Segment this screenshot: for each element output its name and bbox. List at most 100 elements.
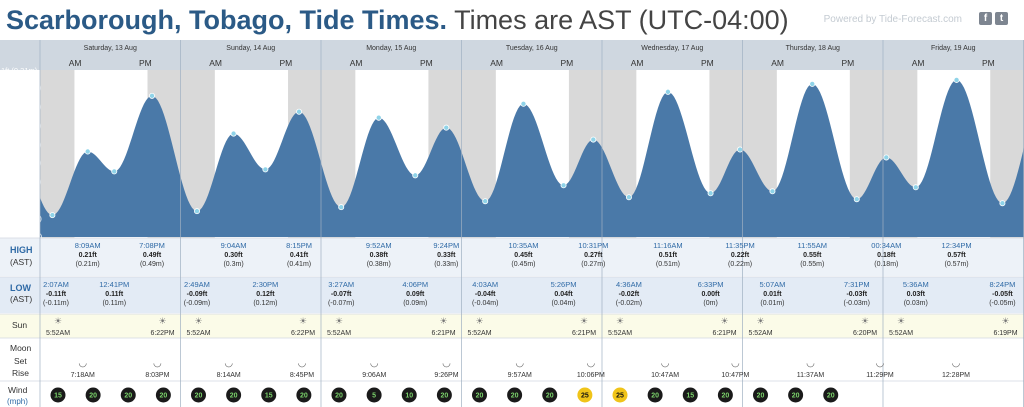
moon-row-label: Moon — [10, 343, 32, 353]
low-tide-point — [412, 172, 419, 179]
am-label: AM — [490, 58, 503, 68]
sunset-time: 6:22PM — [291, 330, 315, 337]
wind-speed: 20 — [721, 393, 729, 400]
high-tide-point — [230, 130, 237, 137]
high-tide-ft: 0.33ft — [437, 252, 456, 259]
wind-icon — [191, 387, 206, 403]
moonrise-time: 8:45PM — [290, 372, 314, 379]
sunrise-time: 5:52AM — [748, 330, 772, 337]
wind-speed: 20 — [159, 393, 167, 400]
low-tide-point — [912, 184, 919, 191]
low-tide-time: 7:31PM — [844, 280, 870, 289]
tide-chart: 1ft (0.31m) 22ft (0.68m) 82ft (0.55m) 42ft … — [0, 40, 1024, 407]
y-tick-label: 21ft (0.06m) — [1, 177, 42, 186]
moonrise-time: 11:29PM — [866, 372, 894, 379]
moonrise-icon: ◡ — [442, 358, 451, 369]
wind-unit-label: (mph) — [7, 397, 28, 406]
high-tide-point — [84, 148, 91, 155]
high-tide-point — [737, 146, 744, 153]
y-tick-label: 01ft (0.31m) — [1, 140, 42, 149]
moonset-time: 9:06AM — [362, 372, 386, 379]
high-tide-ft: 0.41ft — [290, 252, 309, 259]
high-tide-point — [149, 92, 156, 99]
high-tide-m: (0.3m) — [223, 261, 243, 268]
wind-speed: 25 — [581, 393, 589, 400]
low-tide-m: (0.03m) — [904, 300, 928, 307]
wind-speed: 20 — [300, 393, 308, 400]
twitter-icon[interactable]: t — [995, 12, 1008, 25]
wind-speed: 20 — [89, 393, 97, 400]
am-label: AM — [209, 58, 222, 68]
low-tide-m: (0.12m) — [253, 300, 277, 307]
high-tide-ft: 0.27ft — [584, 252, 603, 259]
low-tide-time: 5:07AM — [760, 280, 786, 289]
low-tide-m: (-0.02m) — [616, 300, 642, 307]
wind-speed: 25 — [616, 393, 624, 400]
sunset-time: 6:21PM — [431, 330, 455, 337]
wind-speed: 15 — [265, 393, 273, 400]
moon-set-label: Set — [14, 356, 27, 366]
moonrise-time: 10:06PM — [577, 372, 605, 379]
moonset-icon: ◡ — [78, 358, 87, 369]
low-tide-ft: -0.09ft — [187, 291, 208, 298]
page-title: Scarborough, Tobago, Tide Times. Times a… — [6, 3, 789, 37]
low-tide-ft: -0.04ft — [475, 291, 496, 298]
moonset-time: 9:57AM — [508, 372, 532, 379]
low-tide-m: (-0.11m) — [43, 300, 69, 307]
sunset-icon: ☀ — [580, 316, 588, 326]
low-tide-m: (-0.07m) — [328, 300, 354, 307]
sunset-icon: ☀ — [861, 316, 869, 326]
moonrise-icon: ◡ — [298, 358, 307, 369]
high-tide-point — [664, 88, 671, 95]
low-tide-ft: -0.05ft — [992, 291, 1013, 298]
wind-speed: 15 — [54, 393, 62, 400]
low-tide-ft: -0.02ft — [619, 291, 640, 298]
sunset-icon: ☀ — [1001, 316, 1009, 326]
title-timezone: Times are AST (UTC-04:00) — [454, 5, 789, 35]
wind-speed: 20 — [827, 393, 835, 400]
low-tide-time: 4:36AM — [616, 280, 642, 289]
wind-icon — [50, 387, 66, 403]
pm-label: PM — [139, 58, 152, 68]
y-tick-label: 1ft (0.31m) — [1, 66, 38, 75]
am-label: AM — [350, 58, 363, 68]
day-header-band — [0, 40, 1024, 70]
high-tide-point — [809, 80, 816, 87]
low-tide-point — [111, 168, 118, 175]
low-tide-m: (-0.09m) — [184, 300, 210, 307]
high-tide-ft: 0.30ft — [224, 252, 243, 259]
moonset-icon: ◡ — [515, 358, 524, 369]
moonset-time: 11:37AM — [797, 372, 825, 379]
wind-speed: 20 — [651, 393, 659, 400]
low-tide-point — [625, 194, 632, 201]
high-tide-ft: 0.21ft — [79, 252, 98, 259]
low-tide-point — [193, 208, 200, 215]
wind-icon — [261, 387, 277, 403]
sunset-icon: ☀ — [158, 316, 166, 326]
high-tide-time: 12:34PM — [942, 241, 972, 250]
moonrise-time: 10:47PM — [721, 372, 749, 379]
low-tide-m: (-0.03m) — [844, 300, 870, 307]
sunrise-time: 5:52AM — [46, 330, 70, 337]
moonset-time: 10:47AM — [651, 372, 679, 379]
moonrise-icon: ◡ — [587, 358, 596, 369]
high-row-label: HIGH — [10, 245, 33, 255]
low-tide-ft: 0.03ft — [907, 291, 926, 298]
day-label: Thursday, 18 Aug — [786, 45, 840, 52]
low-row-band — [0, 277, 1024, 313]
sunrise-icon: ☀ — [616, 316, 624, 326]
sun-row-label: Sun — [12, 320, 27, 330]
facebook-icon[interactable]: f — [979, 12, 992, 25]
high-tide-point — [375, 114, 382, 121]
wind-speed: 20 — [440, 393, 448, 400]
high-tide-m: (0.45m) — [511, 261, 535, 268]
y-tick-label: -1ft (-0.31m) — [1, 232, 43, 241]
low-row-label: LOW — [10, 283, 31, 293]
sunrise-time: 5:52AM — [889, 330, 913, 337]
low-tide-point — [999, 200, 1006, 207]
high-tide-point — [590, 136, 597, 143]
wind-icon — [753, 387, 768, 403]
moon-rise-label: Rise — [12, 368, 29, 378]
sunrise-time: 5:52AM — [186, 330, 210, 337]
high-tide-m: (0.49m) — [140, 261, 164, 268]
